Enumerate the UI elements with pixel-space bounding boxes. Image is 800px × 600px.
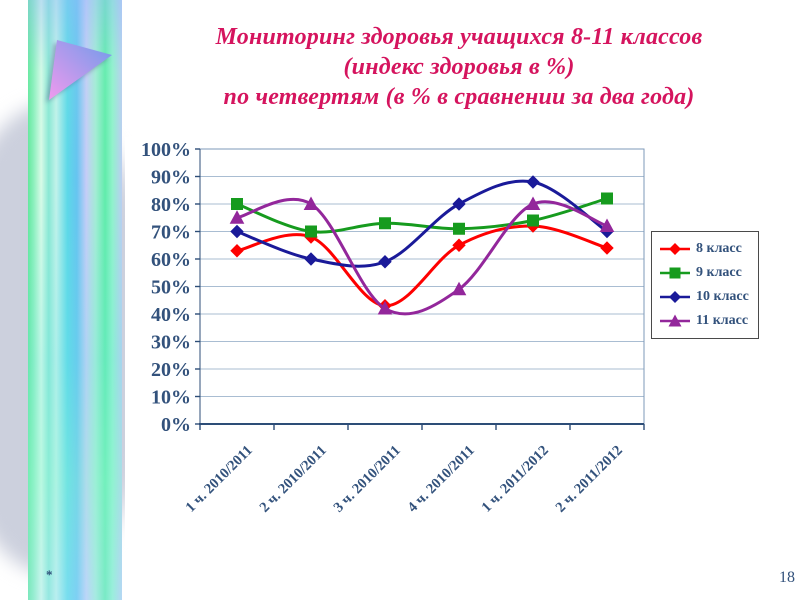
legend-label: 8 класс: [696, 241, 742, 256]
data-point-series-3: [451, 281, 467, 296]
legend-label: 9 класс: [696, 265, 742, 280]
legend-diamond-icon: [660, 291, 690, 303]
legend-label: 10 класс: [696, 289, 749, 304]
data-point-series-1: [379, 217, 391, 230]
x-axis-label: 4 ч. 2010/2011: [405, 443, 478, 516]
x-axis-label: 3 ч. 2010/2011: [331, 443, 404, 516]
y-axis-label: 50%: [151, 277, 191, 299]
chart-legend: 8 класс 9 класс 10 класс 11 класс: [651, 231, 759, 339]
footnote-asterisk: *: [46, 567, 53, 582]
data-point-series-3: [599, 218, 615, 232]
legend-diamond-icon: [660, 243, 690, 255]
legend-triangle-icon: [660, 314, 690, 327]
y-axis-label: 60%: [151, 249, 191, 271]
data-point-series-2: [378, 255, 392, 269]
data-point-series-1: [453, 222, 465, 235]
data-point-series-1: [231, 198, 243, 210]
chart-canvas: 0% 10% 20% 30% 40% 50% 60% 70% 80% 90% 100% 1 ч. 20…: [141, 139, 645, 516]
legend-label: 11 класс: [696, 313, 749, 328]
x-axis-label: 1 ч. 2011/2012: [479, 443, 552, 516]
decorative-stripe: [28, 0, 122, 600]
page-title: Мониторинг здоровья учащихся 8-11 классо…: [128, 22, 790, 112]
health-index-chart: 0% 10% 20% 30% 40% 50% 60% 70% 80% 90% 100% 1 ч. 20…: [125, 137, 785, 547]
data-point-series-0: [600, 241, 614, 255]
data-point-series-3: [377, 300, 393, 315]
title-line-1: Мониторинг здоровья учащихся 8-11 классо…: [215, 24, 703, 50]
data-point-series-3: [229, 210, 245, 224]
data-point-series-2: [304, 252, 318, 266]
data-point-series-2: [230, 224, 244, 239]
data-point-series-0: [230, 244, 244, 258]
data-point-series-3: [525, 196, 541, 210]
x-axis-label: 1 ч. 2010/2011: [183, 443, 256, 516]
y-axis-label: 20%: [151, 359, 191, 381]
legend-item: 8 класс: [660, 237, 749, 261]
legend-item: 10 класс: [660, 285, 749, 309]
y-axis-label: 100%: [141, 139, 191, 161]
data-point-series-3: [303, 196, 319, 210]
series-line-1: [235, 197, 609, 234]
series-line-3: [235, 197, 609, 316]
y-axis-label: 30%: [151, 332, 191, 354]
data-point-series-0: [452, 238, 466, 252]
y-axis-label: 10%: [151, 387, 191, 409]
legend-item: 9 класс: [660, 261, 749, 285]
data-point-series-1: [305, 225, 317, 238]
y-axis-label: 90%: [151, 167, 191, 189]
data-point-series-2: [452, 197, 466, 211]
x-axis-label: 2 ч. 2011/2012: [553, 443, 626, 516]
data-point-series-1: [527, 214, 539, 227]
legend-item: 11 класс: [660, 309, 749, 333]
title-line-2: (индекс здоровья в %): [343, 54, 575, 80]
y-axis-label: 40%: [151, 304, 191, 326]
stripe-triangle-decoration: [36, 34, 116, 109]
page-number: 18: [779, 569, 795, 586]
y-axis-label: 80%: [151, 194, 191, 216]
legend-square-icon: [660, 267, 690, 279]
data-point-series-2: [526, 175, 540, 189]
y-axis-label: 0%: [161, 414, 191, 436]
title-line-3: по четвертям (в % в сравнении за два год…: [223, 84, 695, 110]
data-point-series-1: [601, 192, 613, 205]
y-axis-label: 70%: [151, 222, 191, 244]
x-axis-label: 2 ч. 2010/2011: [257, 443, 330, 516]
